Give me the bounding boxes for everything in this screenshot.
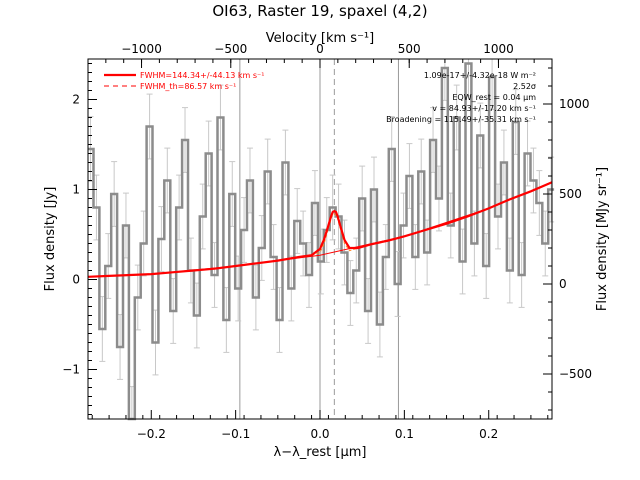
- y-tick-label: −1: [62, 363, 80, 377]
- annotation-broadening: Broadening = 115.49+/-35.31 km s⁻¹: [386, 115, 536, 124]
- x-tick-label: −0.2: [137, 427, 166, 441]
- x-tick-label: 0.0: [310, 427, 329, 441]
- spectrum-histogram: [87, 62, 555, 421]
- legend-label-fwhm: FWHM=144.34+/-44.13 km s⁻¹: [140, 71, 264, 80]
- annotation-velocity: v = 84.93+/-17.20 km s⁻¹: [432, 104, 536, 113]
- fit-annotations: 1.09e-17+/-4.32e-18 W m⁻² 2.52σ EQW_rest…: [386, 71, 536, 124]
- x-axis-ticks: −0.2 −0.1 0.0 0.1 0.2: [91, 410, 549, 441]
- velocity-axis-label: Velocity [km s⁻¹]: [266, 31, 374, 46]
- velocity-tick-label: 0: [316, 42, 324, 56]
- x-tick-label: 0.1: [395, 427, 414, 441]
- velocity-tick-label: 500: [398, 42, 421, 56]
- velocity-tick-label: −500: [214, 42, 247, 56]
- legend-label-fwhm-th: FWHM_th=86.57 km s⁻¹: [140, 82, 236, 91]
- velocity-axis-ticks: −1000 −500 0 500 1000: [87, 42, 553, 68]
- annotation-significance: 2.52σ: [513, 82, 536, 91]
- annotation-flux: 1.09e-17+/-4.32e-18 W m⁻²: [424, 71, 536, 80]
- y-axis-label: Flux density [Jy]: [43, 187, 58, 292]
- right-axis-tick-label: 1000: [559, 97, 590, 111]
- y-tick-label: 0: [72, 273, 80, 287]
- x-tick-label: 0.2: [479, 427, 498, 441]
- right-axis-tick-label: 500: [559, 187, 582, 201]
- right-axis-label: Flux density [MJy sr⁻¹]: [595, 167, 610, 311]
- y-tick-label: 1: [72, 183, 80, 197]
- x-tick-label: −0.1: [221, 427, 250, 441]
- chart-title: OI63, Raster 19, spaxel (4,2): [212, 2, 427, 20]
- y-axis-ticks: −1 0 1 2: [62, 63, 97, 415]
- velocity-tick-label: −1000: [121, 42, 162, 56]
- right-axis-tick-label: 0: [559, 277, 567, 291]
- thermal-profile-line: [311, 213, 359, 256]
- legend: FWHM=144.34+/-44.13 km s⁻¹ FWHM_th=86.57…: [104, 71, 264, 91]
- fit-line: [87, 181, 553, 278]
- right-axis-ticks: −500 0 500 1000: [543, 67, 592, 411]
- y-tick-label: 2: [72, 93, 80, 107]
- x-axis-label: λ−λ_rest [μm]: [274, 445, 367, 460]
- right-axis-tick-label: −500: [559, 367, 592, 381]
- velocity-tick-label: 1000: [483, 42, 514, 56]
- annotation-eqw: EQW_rest = 0.04 μm: [452, 93, 536, 102]
